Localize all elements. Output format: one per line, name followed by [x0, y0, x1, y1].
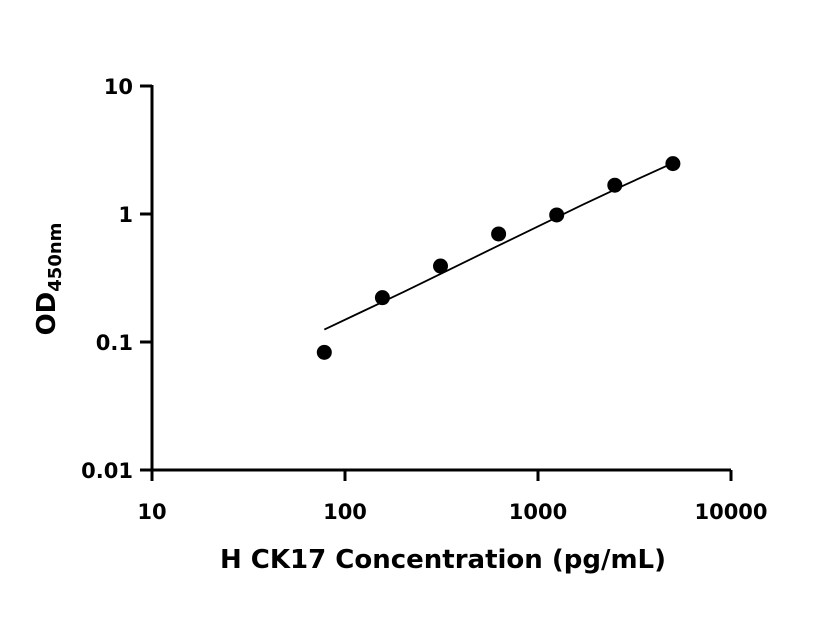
data-point	[665, 156, 681, 172]
y-tick-label: 0.01	[81, 459, 133, 483]
data-point	[433, 258, 449, 274]
data-point	[607, 177, 623, 193]
y-axis-title-main: OD	[32, 292, 62, 336]
y-tick-label: 0.1	[96, 331, 133, 355]
x-tick-label: 100	[323, 500, 367, 524]
data-point	[374, 290, 390, 306]
y-tick-label: 1	[118, 203, 133, 227]
data-point	[316, 344, 332, 360]
y-axis-title-subscript: 450nm	[45, 223, 66, 292]
data-points	[316, 156, 681, 360]
x-ticks: 10 100 1000 10000	[137, 470, 768, 524]
data-point	[549, 207, 565, 223]
x-tick-label: 1000	[509, 500, 567, 524]
fit-curve	[323, 162, 674, 331]
data-point	[491, 226, 507, 242]
y-ticks: 0.01 0.1 1 10	[81, 75, 152, 483]
x-tick-label: 10	[137, 500, 166, 524]
y-axis-title: OD450nm	[32, 223, 66, 336]
x-axis-title: H CK17 Concentration (pg/mL)	[220, 545, 666, 575]
y-tick-label: 10	[104, 75, 133, 99]
axes	[150, 85, 731, 472]
x-tick-label: 10000	[694, 500, 767, 524]
